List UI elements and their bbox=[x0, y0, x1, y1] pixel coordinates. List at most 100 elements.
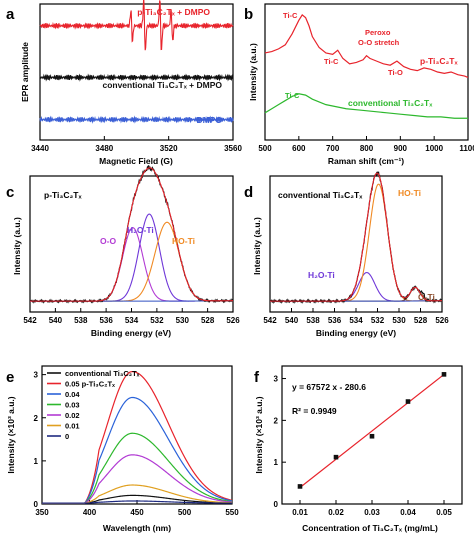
panel-e: e Intensity (×10³ a.u.) Wavelength (nm) … bbox=[6, 365, 240, 533]
legend-label-e-5: 0.01 bbox=[65, 422, 80, 431]
x-tick-label-a-0: 3440 bbox=[31, 144, 49, 153]
data-point-f-4 bbox=[441, 372, 447, 377]
y-tick-label-f-2: 2 bbox=[274, 416, 279, 425]
x-tick-label-b-6: 1100 bbox=[459, 144, 474, 153]
x-tick-label-d-8: 526 bbox=[435, 316, 449, 325]
series-line-e-6 bbox=[42, 500, 232, 504]
series-line-b-0 bbox=[264, 13, 469, 78]
x-tick-label-c-4: 534 bbox=[125, 316, 139, 325]
legend-label-e-1: 0.05 p-Ti₃C₂Tₓ bbox=[65, 380, 115, 389]
series-line-a-0 bbox=[39, 0, 234, 51]
series-label-a-2: DMPO bbox=[197, 115, 223, 125]
y-axis-label-a: EPR amplitude bbox=[20, 42, 30, 102]
x-tick-label-a-1: 3480 bbox=[95, 144, 113, 153]
fit-and-points-f bbox=[297, 372, 447, 489]
x-ticks-b: 500 600 700 800 900 1000 1100 bbox=[258, 136, 474, 153]
y-tick-label-e-3: 3 bbox=[34, 371, 39, 380]
component-label-d-1: HO-Ti bbox=[398, 188, 421, 198]
legend-label-e-2: 0.04 bbox=[65, 390, 80, 399]
x-ticks-a: 3440 3480 3520 3560 bbox=[31, 136, 242, 153]
y-axis-label-f: Intensity (×10³ a.u.) bbox=[254, 396, 264, 473]
series-line-b-1 bbox=[264, 93, 468, 119]
series-label-a-1: conventional Ti₃C₂Tₓ + DMPO bbox=[102, 80, 222, 90]
series-lines-e bbox=[42, 371, 233, 504]
annotation-b-tio: Ti-O bbox=[388, 68, 403, 77]
x-tick-label-d-2: 538 bbox=[306, 316, 320, 325]
component-label-d-0: H₂O-Ti bbox=[308, 270, 335, 280]
y-tick-label-e-1: 1 bbox=[34, 457, 39, 466]
x-axis-label-f: Concentration of Ti₃C₂Tₓ (mg/mL) bbox=[302, 523, 438, 533]
y-tick-label-f-3: 3 bbox=[274, 375, 279, 384]
annotation-b-tic2: Ti-C bbox=[324, 57, 339, 66]
sample-label-d: conventional Ti₃C₂Tₓ bbox=[278, 190, 363, 200]
x-tick-label-e-4: 550 bbox=[225, 508, 239, 517]
x-tick-label-e-2: 450 bbox=[130, 508, 144, 517]
y-axis-label-e: Intensity (×10³ a.u.) bbox=[6, 396, 16, 473]
data-point-f-3 bbox=[405, 399, 411, 404]
panel-label-d: d bbox=[244, 184, 253, 201]
component-label-d-2: O-Ti bbox=[418, 292, 435, 302]
data-point-f-1 bbox=[333, 454, 339, 460]
x-tick-label-f-4: 0.05 bbox=[436, 508, 452, 517]
x-tick-label-c-8: 526 bbox=[226, 316, 240, 325]
x-tick-label-c-0: 542 bbox=[23, 316, 37, 325]
axis-ticks-e: 350 400 450 500 550 0 1 2 3 bbox=[34, 371, 240, 517]
x-tick-label-c-1: 540 bbox=[49, 316, 63, 325]
x-tick-label-f-3: 0.04 bbox=[400, 508, 416, 517]
x-tick-label-b-0: 500 bbox=[258, 144, 272, 153]
fit-lines-c bbox=[29, 165, 234, 304]
component-label-c-0: O-O bbox=[100, 236, 116, 246]
annotation-b-tic1: Ti-C bbox=[283, 11, 298, 20]
x-axis-label-a: Magnetic Field (G) bbox=[99, 156, 173, 166]
x-tick-label-c-5: 532 bbox=[150, 316, 164, 325]
panel-label-c: c bbox=[6, 184, 14, 201]
x-tick-label-d-3: 536 bbox=[328, 316, 342, 325]
series-label-b-0: p-Ti₃C₂Tₓ bbox=[420, 56, 458, 66]
fit-lines-d bbox=[269, 171, 443, 305]
x-tick-label-e-1: 400 bbox=[83, 508, 97, 517]
x-tick-label-f-1: 0.02 bbox=[328, 508, 344, 517]
x-tick-label-d-1: 540 bbox=[285, 316, 299, 325]
y-axis-label-b: Intensity (a.u.) bbox=[248, 43, 258, 101]
component-label-c-1: H₂O-Ti bbox=[127, 225, 154, 235]
panel-label-a: a bbox=[6, 6, 15, 23]
panel-d: d Intensity (a.u.) Binding energy (eV) c… bbox=[244, 171, 449, 338]
x-tick-label-b-1: 600 bbox=[292, 144, 306, 153]
annotation-b-tic3: Ti-C bbox=[285, 91, 300, 100]
panel-label-f: f bbox=[254, 369, 260, 386]
series-line-e-3 bbox=[42, 432, 233, 504]
panel-label-b: b bbox=[244, 6, 253, 23]
series-line-a-1 bbox=[39, 73, 234, 82]
x-axis-label-c: Binding energy (eV) bbox=[91, 328, 171, 338]
x-tick-label-e-0: 350 bbox=[35, 508, 49, 517]
x-tick-label-d-5: 532 bbox=[371, 316, 385, 325]
series-lines-b bbox=[264, 13, 469, 119]
legend-label-e-3: 0.03 bbox=[65, 401, 80, 410]
legend-label-e-6: 0 bbox=[65, 432, 69, 441]
panel-b: b Intensity (a.u.) Raman shift (cm⁻¹) 50… bbox=[244, 3, 474, 166]
panel-f: f Intensity (×10³ a.u.) Concentration of… bbox=[254, 365, 463, 533]
x-axis-label-e: Wavelength (nm) bbox=[103, 523, 171, 533]
x-tick-label-d-7: 528 bbox=[414, 316, 428, 325]
panel-a: a EPR amplitude Magnetic Field (G) 3440 3… bbox=[6, 0, 242, 166]
x-tick-label-f-0: 0.01 bbox=[292, 508, 308, 517]
legend-label-e-0: conventional Ti₃C₂Tₓ bbox=[65, 369, 140, 378]
data-point-f-2 bbox=[369, 433, 375, 439]
x-tick-label-d-0: 542 bbox=[263, 316, 277, 325]
x-ticks-c: 542 540 538 536 534 532 530 528 526 bbox=[23, 308, 240, 325]
equation-f: y = 67572 x - 280.6 bbox=[292, 382, 366, 392]
x-ticks-d: 542 540 538 536 534 532 530 528 526 bbox=[263, 308, 449, 325]
series-label-a-0: p-Ti₃C₂Tₓ + DMPO bbox=[137, 7, 210, 17]
x-tick-label-b-2: 700 bbox=[326, 144, 340, 153]
envelope-line-d bbox=[270, 172, 443, 302]
x-tick-label-b-3: 800 bbox=[360, 144, 374, 153]
y-tick-label-e-0: 0 bbox=[34, 500, 39, 509]
series-label-b-1: conventional Ti₃C₂Tₓ bbox=[348, 98, 433, 108]
x-tick-label-c-6: 530 bbox=[176, 316, 190, 325]
series-line-a-2 bbox=[39, 115, 234, 124]
x-axis-label-d: Binding energy (eV) bbox=[316, 328, 396, 338]
series-lines-a bbox=[39, 0, 234, 124]
plot-frame-a bbox=[39, 3, 234, 141]
